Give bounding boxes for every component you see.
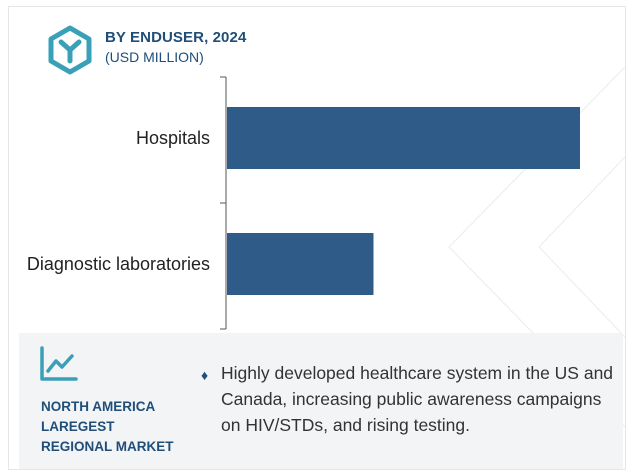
trend-up-chart-icon (40, 346, 78, 381)
report-card: BY ENDUSER, 2024 (USD MILLION) Hospitals… (8, 6, 626, 470)
bar-diagnostic-laboratories (227, 233, 374, 295)
hexagon-y-logo-icon (48, 25, 92, 75)
bar-chart: Hospitals Diagnostic laboratories (27, 76, 580, 330)
diamond-bullet-icon: ♦ (201, 367, 209, 383)
region-line-1: NORTH AMERICA (41, 399, 156, 414)
chart-subtitle: (USD MILLION) (105, 49, 204, 65)
region-label: NORTH AMERICA LAREGEST REGIONAL MARKET (41, 397, 174, 457)
insight-text: Highly developed healthcare system in th… (221, 363, 614, 435)
category-tick-label: Diagnostic laboratories (27, 254, 210, 274)
region-line-2: LAREGEST (41, 419, 115, 434)
insight-panel: NORTH AMERICA LAREGEST REGIONAL MARKET ♦… (19, 333, 623, 469)
category-tick-label: Hospitals (136, 128, 210, 148)
chart-title: BY ENDUSER, 2024 (105, 29, 247, 46)
region-line-3: REGIONAL MARKET (41, 439, 174, 454)
bar-hospitals (227, 107, 580, 169)
